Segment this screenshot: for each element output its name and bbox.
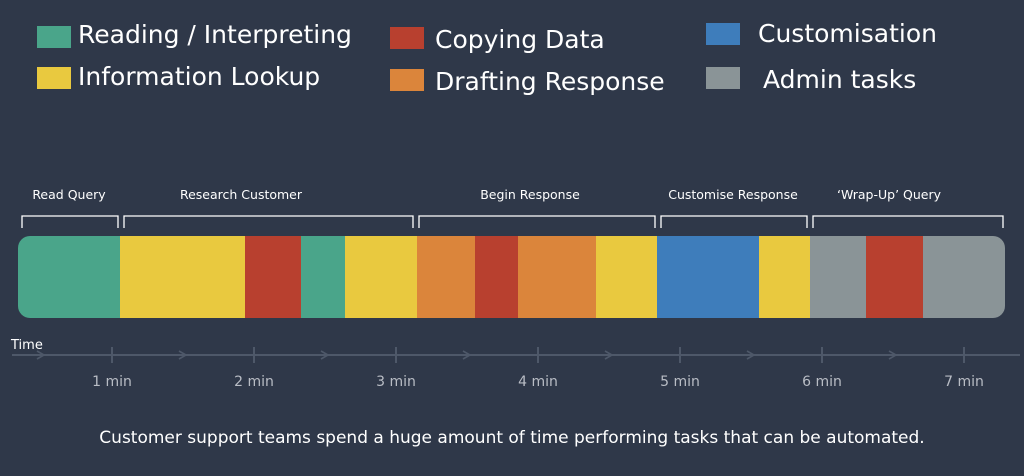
legend-swatch-lookup [37,67,71,89]
axis-label-time: Time [11,338,43,353]
phase-bracket-begin-response [418,215,656,228]
legend-label-drafting: Drafting Response [435,67,665,96]
task-segment [120,236,246,318]
phase-label-begin-response: Begin Response [480,187,580,202]
task-segment [344,236,417,318]
task-timeline-bar [18,236,1005,318]
phase-label-wrap-up-query: ‘Wrap-Up’ Query [836,187,942,202]
axis-arrow [36,350,46,360]
phase-label-read-query: Read Query [32,187,106,202]
legend-label-customisation: Customisation [758,19,937,48]
tick-label: 4 min [518,374,558,390]
phase-label-research-customer: Research Customer [179,187,303,202]
caption: Customer support teams spend a huge amou… [99,428,925,448]
legend-label-admin: Admin tasks [763,65,917,94]
task-segment [865,236,923,318]
axis-arrow [320,350,330,360]
axis-arrow [888,350,898,360]
tick-label: 3 min [376,374,416,390]
legend-swatch-drafting [390,69,424,91]
phase-bracket-customise-response [660,215,808,228]
axis-arrow [178,350,188,360]
phase-bracket-wrap-up-query [812,215,1004,228]
task-segment [657,236,760,318]
legend-swatch-reading [37,26,71,48]
legend-label-lookup: Information Lookup [78,62,321,91]
task-segment [475,236,518,318]
task-segment [810,236,866,318]
tick-label: 2 min [234,374,274,390]
phase-bracket-read-query [21,215,119,228]
axis-arrow [746,350,756,360]
legend-swatch-admin [706,67,740,89]
task-segment [595,236,657,318]
phase-bracket-research-customer [123,215,414,228]
task-segment [517,236,596,318]
tick-label: 5 min [660,374,700,390]
axis-arrow [604,350,614,360]
legend-label-copying: Copying Data [435,25,605,54]
axis-arrow [462,350,472,360]
legend-swatch-customisation [706,23,740,45]
legend-swatch-copying [390,27,424,49]
task-segment [18,236,121,318]
task-segment [759,236,811,318]
phase-label-customise-response: Customise Response [668,187,798,202]
tick-label: 7 min [944,374,984,390]
task-segment [417,236,476,318]
tick-label: 1 min [92,374,132,390]
task-segment [300,236,345,318]
tick-label: 6 min [802,374,842,390]
task-segment [922,236,1005,318]
task-segment [245,236,301,318]
legend-label-reading: Reading / Interpreting [78,20,352,49]
